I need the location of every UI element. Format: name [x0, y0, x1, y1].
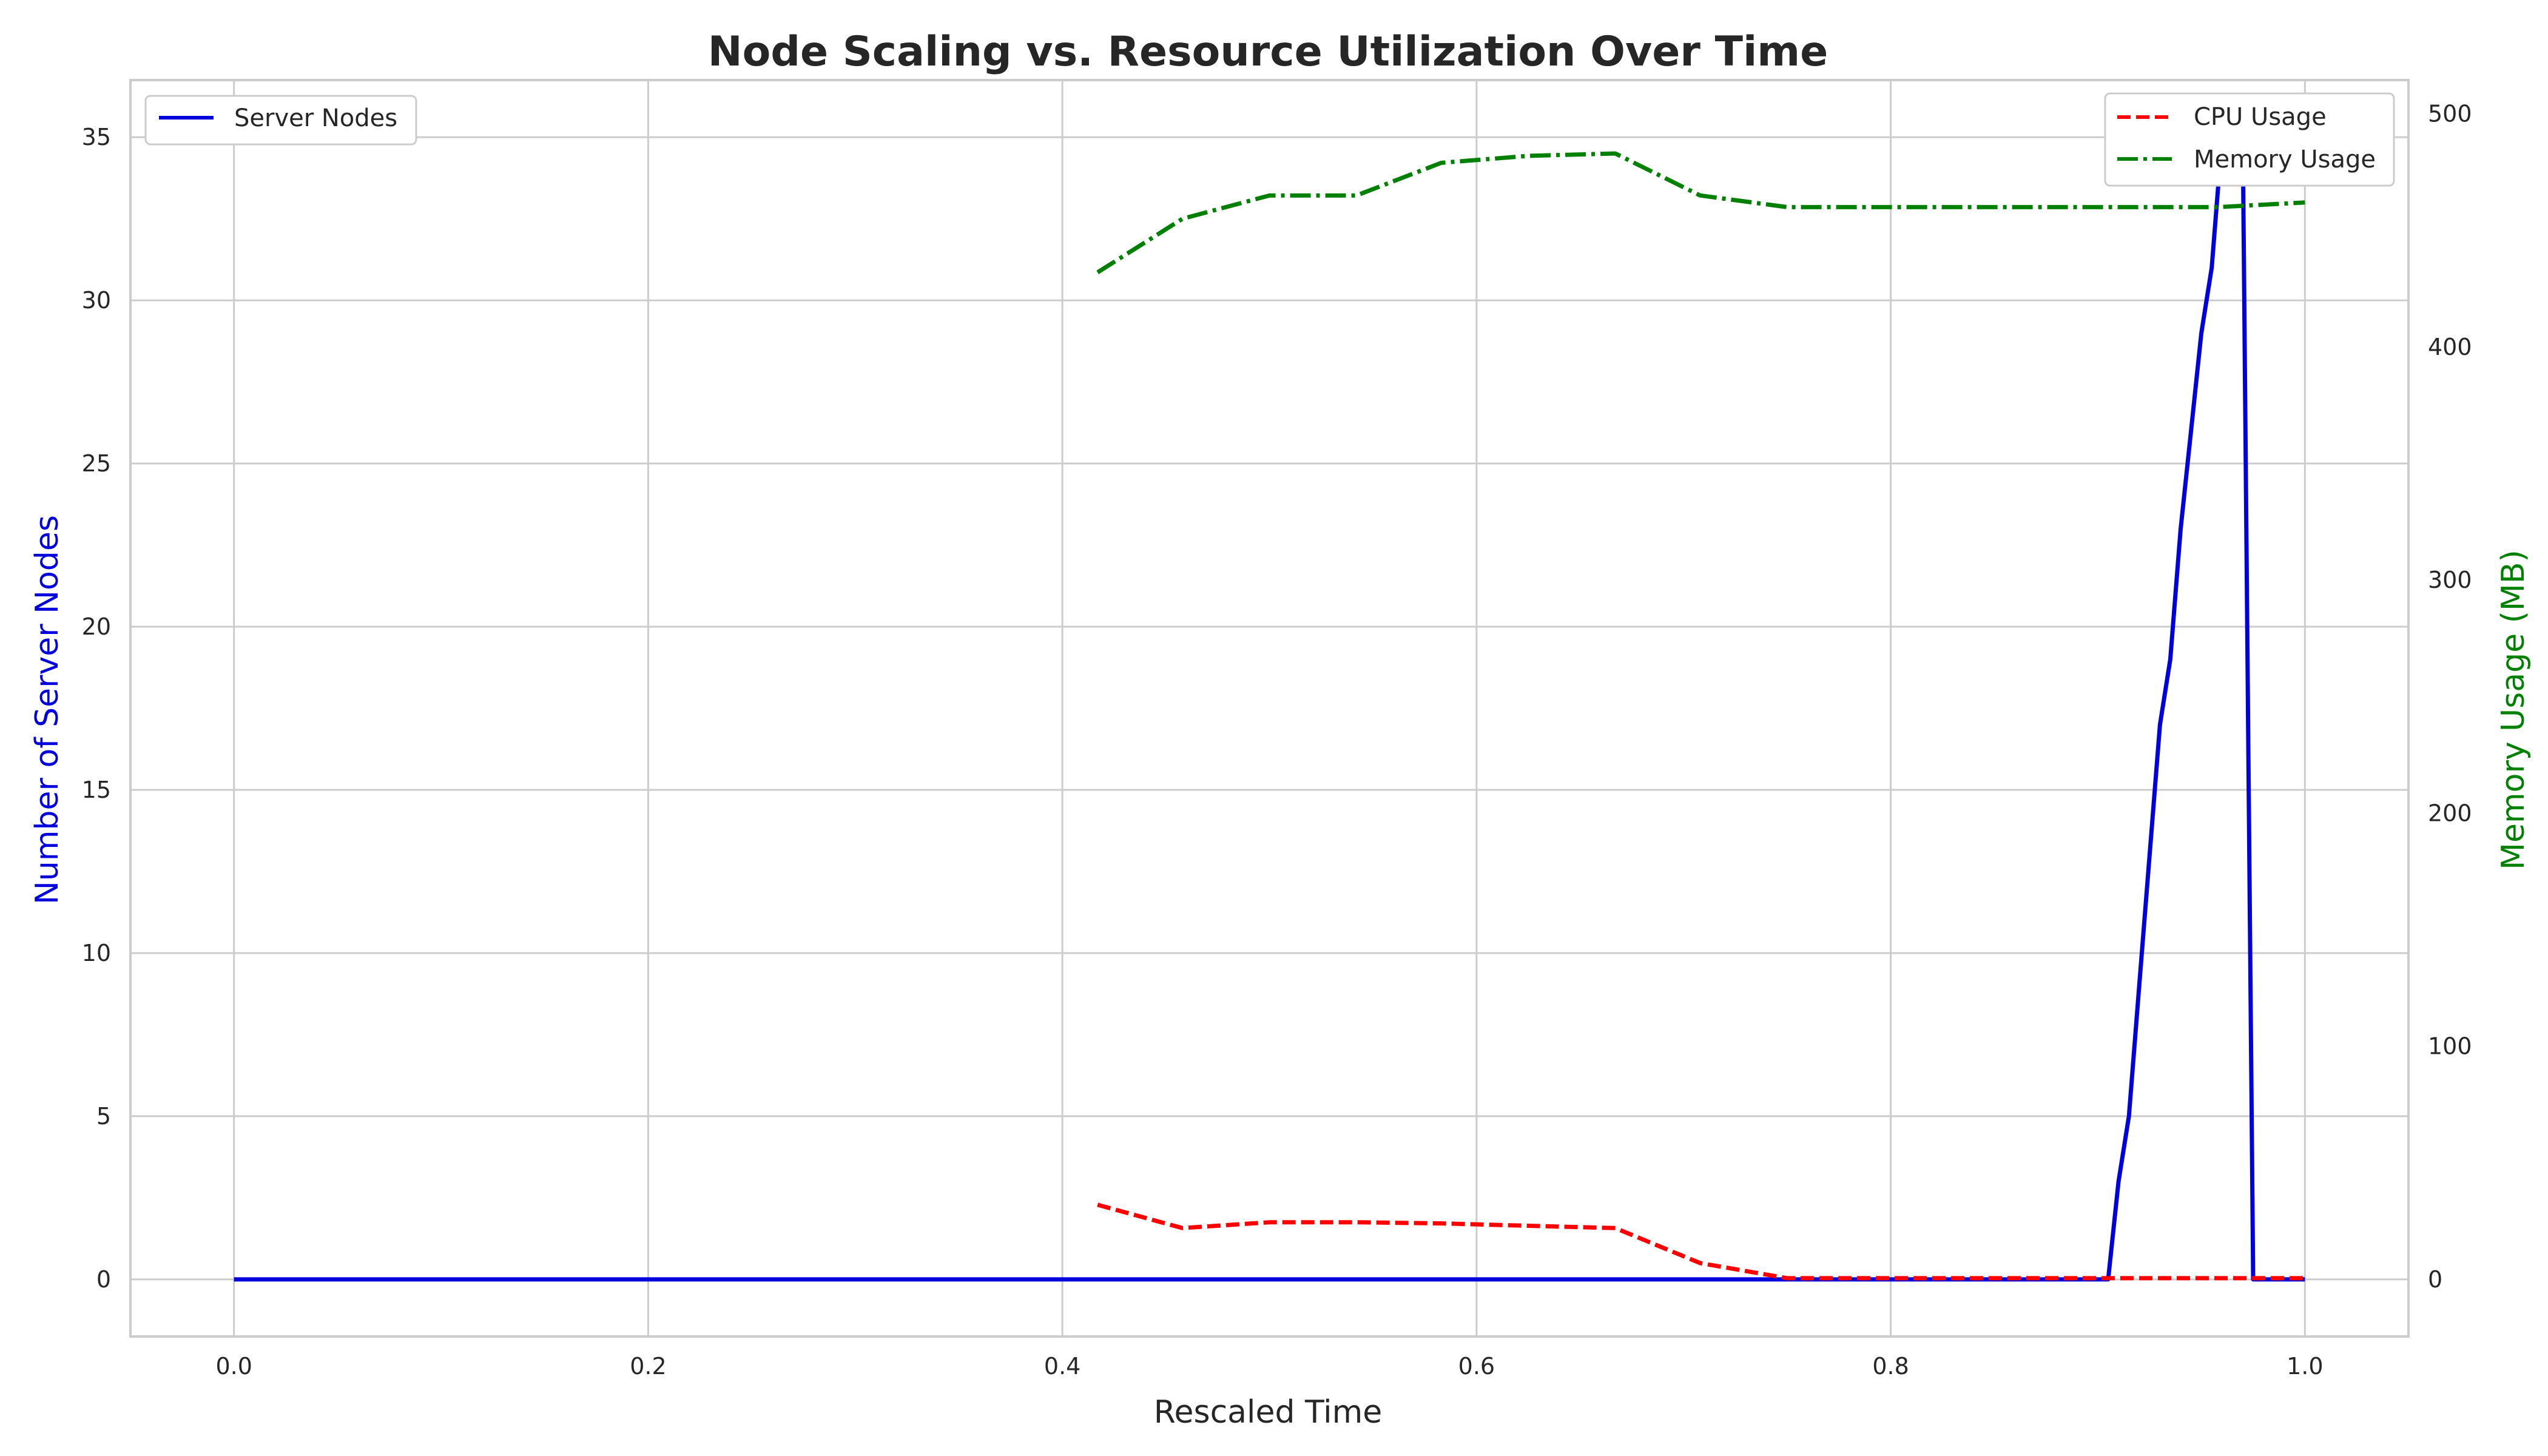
y-left-tick-label: 30 [82, 287, 111, 314]
legend-left-box [144, 95, 417, 146]
y-left-axis-title: Number of Server Nodes [29, 515, 66, 905]
y-right-tick-label: 0 [2428, 1266, 2442, 1293]
x-tick-label: 0.4 [1044, 1353, 1080, 1380]
legend-server-nodes: Server Nodes [144, 95, 417, 146]
x-tick-label: 0.8 [1872, 1353, 1909, 1380]
legend-resources: CPU Usage Memory Usage [2104, 92, 2395, 187]
chart-title: Node Scaling vs. Resource Utilization Ov… [708, 28, 1828, 76]
x-axis-title: Rescaled Time [1154, 1394, 1383, 1431]
y-left-tick-label: 5 [96, 1103, 111, 1130]
series-line-cpu-usage [1097, 1202, 2305, 1281]
y-right-tick-label: 100 [2428, 1033, 2472, 1060]
y-left-tick-label: 15 [82, 777, 111, 803]
legend-right-box [2104, 92, 2395, 187]
y-left-axis-ticks: 0 5 10 15 20 25 30 35 [82, 124, 111, 1293]
y-right-tick-label: 400 [2428, 334, 2472, 360]
y-right-axis-ticks: 0 100 200 300 400 500 [2428, 101, 2472, 1293]
x-tick-label: 0.0 [215, 1353, 252, 1380]
y-left-tick-label: 25 [82, 450, 111, 477]
x-tick-label: 0.6 [1458, 1353, 1495, 1380]
y-right-tick-label: 200 [2428, 800, 2472, 826]
grid [130, 80, 2408, 1336]
x-tick-label: 1.0 [2287, 1353, 2323, 1380]
y-left-tick-label: 10 [82, 940, 111, 966]
legend-memory-usage-label: Memory Usage [2194, 146, 2376, 174]
y-left-tick-label: 20 [82, 613, 111, 640]
y-right-tick-label: 300 [2428, 567, 2472, 593]
y-left-tick-label: 35 [82, 124, 111, 150]
series-line-memory-usage [1096, 151, 2305, 274]
y-right-tick-label: 500 [2428, 101, 2472, 127]
y-right-axis-title: Memory Usage (MB) [2495, 550, 2532, 870]
y-left-tick-label: 0 [96, 1266, 111, 1293]
plot-frame [129, 79, 2410, 1338]
legend-server-nodes-label: Server Nodes [234, 104, 397, 132]
x-axis-ticks: 0.0 0.2 0.4 0.6 0.8 1.0 [215, 1353, 2323, 1380]
legend-cpu-usage-label: CPU Usage [2194, 103, 2327, 131]
x-tick-label: 0.2 [630, 1353, 666, 1380]
